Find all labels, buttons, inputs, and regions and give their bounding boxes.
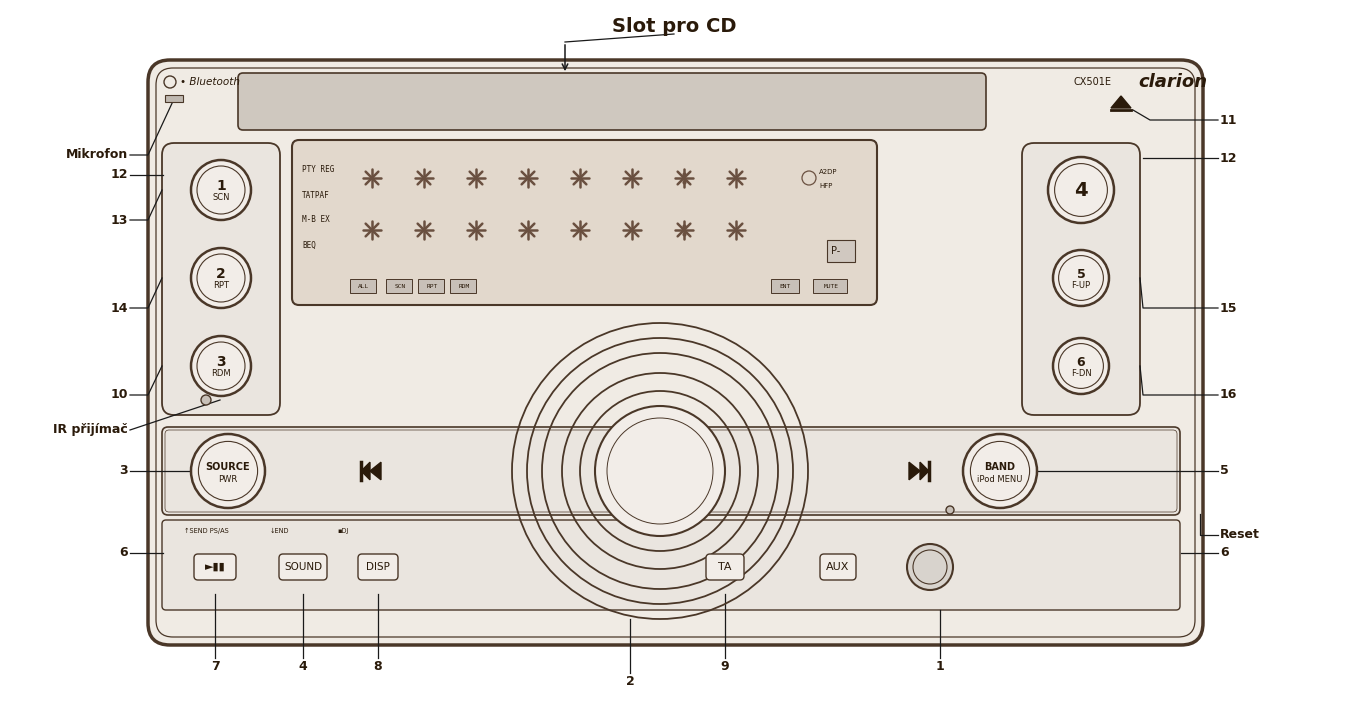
Bar — [165, 95, 183, 102]
Polygon shape — [909, 462, 920, 480]
Bar — [813, 279, 847, 293]
Text: AUX: AUX — [827, 562, 850, 572]
Text: Reset: Reset — [1219, 528, 1260, 541]
Circle shape — [1054, 250, 1109, 306]
Text: RPT: RPT — [213, 282, 229, 290]
Text: 1: 1 — [936, 660, 944, 673]
Text: 12: 12 — [1219, 152, 1237, 164]
Text: F-UP: F-UP — [1071, 282, 1090, 290]
FancyBboxPatch shape — [357, 554, 398, 580]
Text: 13: 13 — [111, 214, 128, 227]
FancyBboxPatch shape — [279, 554, 326, 580]
Text: BEQ: BEQ — [302, 240, 316, 250]
FancyBboxPatch shape — [1023, 143, 1140, 415]
Text: 14: 14 — [111, 302, 128, 315]
Polygon shape — [920, 462, 929, 480]
Circle shape — [192, 248, 251, 308]
Text: 5: 5 — [1077, 267, 1086, 280]
Text: 15: 15 — [1219, 302, 1237, 315]
Text: 3: 3 — [119, 465, 128, 478]
Text: RDM: RDM — [459, 285, 469, 290]
Circle shape — [946, 506, 954, 514]
Text: M-B EX: M-B EX — [302, 215, 329, 225]
Text: HFP: HFP — [819, 183, 832, 189]
FancyBboxPatch shape — [162, 143, 281, 415]
Text: Slot pro CD: Slot pro CD — [611, 17, 737, 36]
Polygon shape — [362, 462, 370, 480]
Text: SOUND: SOUND — [283, 562, 322, 572]
Text: 9: 9 — [720, 660, 730, 673]
Text: ↑SEND PS/AS: ↑SEND PS/AS — [183, 528, 229, 534]
Text: ENT: ENT — [780, 285, 791, 290]
FancyBboxPatch shape — [162, 520, 1180, 610]
Text: 4: 4 — [298, 660, 308, 673]
Text: TATPAF: TATPAF — [302, 190, 329, 199]
Text: MUTE: MUTE — [823, 285, 839, 290]
Text: A2DP: A2DP — [819, 169, 838, 175]
Text: SCN: SCN — [212, 194, 229, 202]
FancyBboxPatch shape — [148, 60, 1203, 645]
Text: ►▮▮: ►▮▮ — [205, 562, 225, 572]
Text: ▪DJ: ▪DJ — [337, 528, 348, 534]
Text: 6: 6 — [1219, 546, 1229, 560]
Text: BAND: BAND — [985, 462, 1016, 472]
Bar — [418, 279, 444, 293]
Text: PTY REG: PTY REG — [302, 165, 335, 174]
Text: RPT: RPT — [426, 285, 437, 290]
Text: P-: P- — [831, 246, 840, 256]
FancyBboxPatch shape — [291, 140, 877, 305]
Text: 3: 3 — [216, 355, 225, 369]
FancyBboxPatch shape — [820, 554, 857, 580]
Text: RDM: RDM — [212, 370, 231, 378]
Text: 8: 8 — [374, 660, 382, 673]
Text: SOURCE: SOURCE — [205, 462, 251, 472]
Circle shape — [963, 434, 1037, 508]
FancyBboxPatch shape — [194, 554, 236, 580]
Text: 2: 2 — [216, 267, 225, 281]
Polygon shape — [1112, 96, 1130, 108]
Circle shape — [201, 395, 210, 405]
Text: 6: 6 — [119, 546, 128, 560]
Text: Mikrofon: Mikrofon — [66, 149, 128, 162]
Text: 6: 6 — [1077, 355, 1086, 368]
Text: 2: 2 — [626, 675, 634, 688]
Text: IR přijímač: IR přijímač — [53, 423, 128, 436]
Text: 7: 7 — [210, 660, 220, 673]
Text: TA: TA — [718, 562, 731, 572]
FancyBboxPatch shape — [237, 73, 986, 130]
Text: 16: 16 — [1219, 388, 1237, 402]
Text: • Bluetooth: • Bluetooth — [179, 77, 240, 87]
Text: 5: 5 — [1219, 465, 1229, 478]
Text: CX501E: CX501E — [1072, 77, 1112, 87]
Circle shape — [1054, 338, 1109, 394]
Text: 12: 12 — [111, 169, 128, 182]
FancyBboxPatch shape — [162, 427, 1180, 515]
Bar — [349, 279, 376, 293]
Text: DISP: DISP — [366, 562, 390, 572]
Text: ALL: ALL — [359, 285, 370, 290]
Text: 1: 1 — [216, 179, 225, 193]
Text: SCN: SCN — [394, 285, 406, 290]
Circle shape — [192, 160, 251, 220]
Text: ↓END: ↓END — [270, 528, 290, 534]
FancyBboxPatch shape — [706, 554, 745, 580]
Bar — [386, 279, 411, 293]
Text: clarion: clarion — [1139, 73, 1207, 91]
Bar — [451, 279, 476, 293]
Text: 11: 11 — [1219, 114, 1237, 127]
Bar — [827, 240, 855, 262]
Circle shape — [595, 406, 724, 536]
Text: PWR: PWR — [219, 475, 237, 483]
Circle shape — [192, 434, 264, 508]
Bar — [772, 279, 799, 293]
Text: F-DN: F-DN — [1071, 370, 1091, 378]
Circle shape — [192, 336, 251, 396]
Text: 10: 10 — [111, 388, 128, 402]
Text: 4: 4 — [1074, 180, 1087, 199]
Circle shape — [1048, 157, 1114, 223]
Text: iPod MENU: iPod MENU — [977, 475, 1023, 483]
Polygon shape — [370, 462, 380, 480]
Circle shape — [907, 544, 952, 590]
